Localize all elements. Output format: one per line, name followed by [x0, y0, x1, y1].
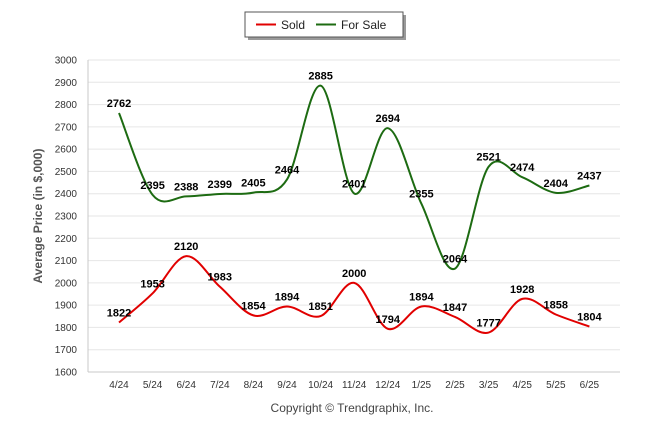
y-tick-label: 1700	[55, 345, 78, 356]
x-tick-label: 4/24	[109, 380, 129, 391]
series-line-sold	[118, 255, 590, 334]
y-tick-label: 2300	[55, 212, 78, 223]
series-line-for-sale	[118, 84, 590, 270]
data-label-for-sale: 2521	[476, 152, 500, 164]
data-label-sold: 1854	[241, 300, 266, 312]
x-tick-label: 1/25	[412, 380, 432, 391]
x-tick-label: 6/25	[580, 380, 600, 391]
data-label-for-sale: 2395	[140, 180, 164, 192]
y-tick-label: 2200	[55, 234, 78, 245]
data-label-for-sale: 2405	[241, 178, 265, 190]
x-tick-label: 10/24	[308, 380, 333, 391]
data-label-sold: 1953	[140, 278, 164, 290]
x-tick-label: 12/24	[375, 380, 400, 391]
data-label-for-sale: 2464	[275, 164, 300, 176]
data-label-for-sale: 2474	[510, 162, 535, 174]
x-tick-label: 6/24	[176, 380, 196, 391]
x-tick-label: 5/24	[143, 380, 163, 391]
data-label-sold: 1894	[275, 291, 300, 303]
y-tick-label: 2500	[55, 167, 78, 178]
copyright-footer: Copyright © Trendgraphix, Inc.	[271, 401, 434, 415]
data-label-sold: 1794	[376, 314, 401, 326]
data-label-for-sale: 2885	[308, 71, 332, 83]
data-label-sold: 1804	[577, 312, 602, 324]
gridlines	[88, 59, 620, 373]
x-tick-label: 2/25	[445, 380, 465, 391]
x-tick-label: 7/24	[210, 380, 230, 391]
y-tick-label: 1900	[55, 301, 78, 312]
data-label-for-sale: 2388	[174, 181, 198, 193]
y-tick-label: 2000	[55, 278, 78, 289]
data-label-sold: 1928	[510, 284, 534, 296]
data-label-sold: 1894	[409, 291, 434, 303]
data-labels: 1822 1953 2120 1983 1854 1894 1851 2000 1794 1894…	[107, 71, 603, 330]
data-label-sold: 1822	[107, 308, 131, 320]
y-tick-label: 2800	[55, 100, 78, 111]
y-tick-label: 2700	[55, 122, 78, 133]
y-axis-title: Average Price (in $,000)	[31, 149, 45, 284]
data-label-sold: 1858	[544, 300, 568, 312]
data-label-for-sale: 2437	[577, 170, 601, 182]
data-label-for-sale: 2762	[107, 98, 131, 110]
data-label-sold: 1847	[443, 302, 467, 314]
x-tick-label: 5/25	[546, 380, 566, 391]
legend-label-sold: Sold	[281, 18, 305, 32]
legend[interactable]: Sold For Sale	[244, 11, 406, 40]
series-lines	[118, 84, 590, 334]
data-label-for-sale: 2401	[342, 178, 366, 190]
x-tick-label: 3/25	[479, 380, 499, 391]
x-tick-label: 11/24	[342, 380, 367, 391]
x-tick-label: 4/25	[512, 380, 532, 391]
y-tick-label: 1800	[55, 323, 78, 334]
legend-label-for-sale: For Sale	[341, 18, 387, 32]
data-label-sold: 1851	[308, 301, 332, 313]
data-label-sold: 2000	[342, 268, 366, 280]
data-label-sold: 2120	[174, 241, 198, 253]
data-label-for-sale: 2355	[409, 189, 433, 201]
data-label-sold: 1777	[476, 318, 500, 330]
data-label-for-sale: 2694	[376, 113, 401, 125]
y-tick-label: 2900	[55, 78, 78, 89]
data-label-sold: 1983	[208, 272, 232, 284]
y-tick-label: 2400	[55, 189, 78, 200]
y-tick-label: 3000	[55, 56, 78, 67]
y-tick-label: 1600	[55, 368, 78, 379]
x-tick-label: 8/24	[244, 380, 264, 391]
y-tick-label: 2100	[55, 256, 78, 267]
data-label-for-sale: 2399	[208, 179, 232, 191]
axes: 1600 1700 1800 1900 2000 2100 2200 2300 2400 2500…	[55, 56, 620, 391]
data-label-for-sale: 2404	[544, 178, 569, 190]
x-tick-label: 9/24	[277, 380, 297, 391]
data-label-for-sale: 2064	[443, 254, 468, 266]
y-tick-label: 2600	[55, 145, 78, 156]
